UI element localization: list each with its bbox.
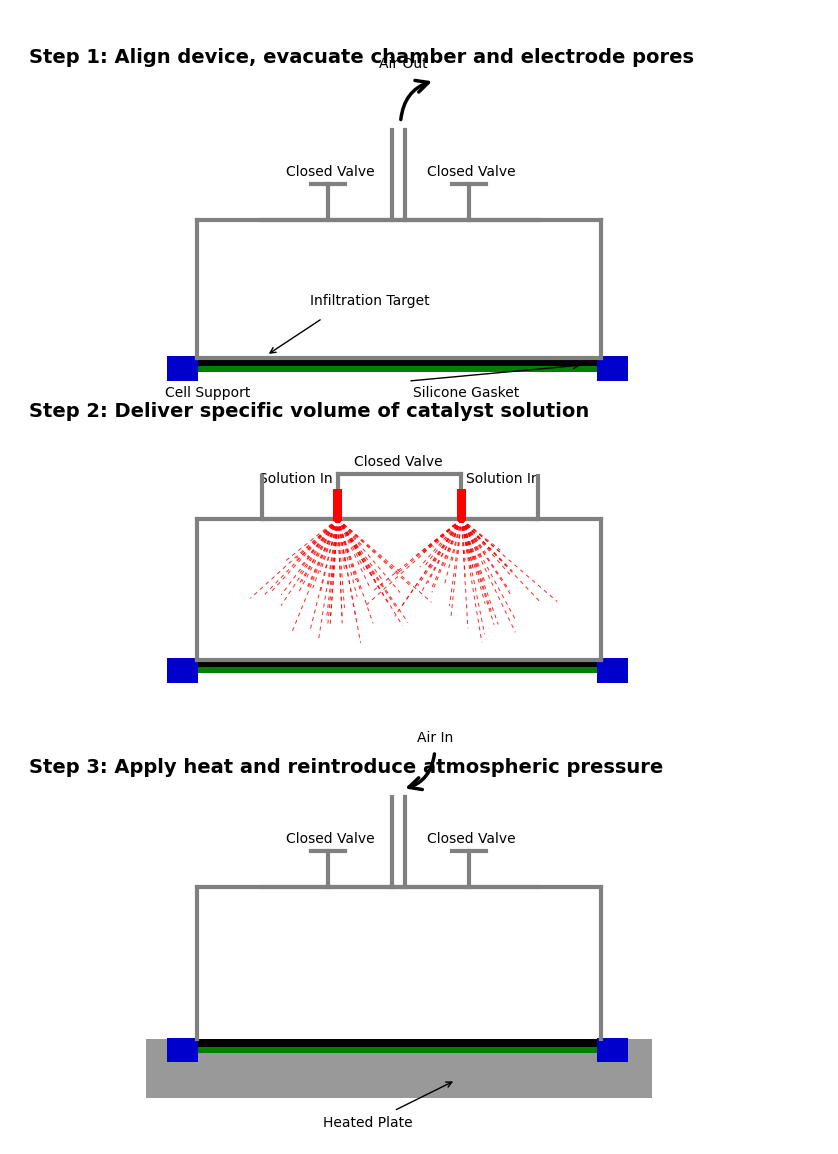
Text: Closed Valve: Closed Valve xyxy=(286,165,375,179)
FancyArrowPatch shape xyxy=(401,81,428,120)
Bar xyxy=(168,357,198,381)
Text: Closed Valve: Closed Valve xyxy=(286,832,375,846)
Text: Closed Valve: Closed Valve xyxy=(354,455,443,469)
Text: Step 2: Deliver specific volume of catalyst solution: Step 2: Deliver specific volume of catal… xyxy=(28,402,589,421)
Bar xyxy=(597,1037,628,1063)
Bar xyxy=(146,1040,652,1099)
Text: Step 3: Apply heat and reintroduce atmospheric pressure: Step 3: Apply heat and reintroduce atmos… xyxy=(28,758,663,777)
Bar xyxy=(597,658,628,683)
Bar xyxy=(168,1037,198,1063)
Text: Cell Support: Cell Support xyxy=(164,385,250,399)
Bar xyxy=(190,358,605,366)
Bar xyxy=(168,1037,198,1063)
Bar xyxy=(190,1040,605,1047)
FancyArrowPatch shape xyxy=(409,754,434,789)
Bar xyxy=(597,357,628,381)
Text: Silicone Gasket: Silicone Gasket xyxy=(413,385,520,399)
Bar xyxy=(457,488,466,520)
Bar xyxy=(168,658,198,683)
Bar xyxy=(169,358,626,372)
Text: Heated Plate: Heated Plate xyxy=(323,1116,412,1130)
Text: Solution In: Solution In xyxy=(259,472,333,486)
Bar xyxy=(190,1040,605,1047)
Text: Infiltration Target: Infiltration Target xyxy=(310,294,430,308)
Text: Air In: Air In xyxy=(416,730,453,744)
Text: Step 1: Align device, evacuate chamber and electrode pores: Step 1: Align device, evacuate chamber a… xyxy=(28,48,694,67)
Bar xyxy=(169,1040,626,1052)
Bar xyxy=(333,488,343,520)
Text: Air Out: Air Out xyxy=(379,57,427,70)
Text: Closed Valve: Closed Valve xyxy=(427,832,515,846)
Bar xyxy=(169,660,626,673)
Bar xyxy=(169,1040,626,1052)
Bar xyxy=(190,660,605,667)
Bar xyxy=(597,1037,628,1063)
Text: Closed Valve: Closed Valve xyxy=(427,165,515,179)
Text: Solution In: Solution In xyxy=(466,472,540,486)
